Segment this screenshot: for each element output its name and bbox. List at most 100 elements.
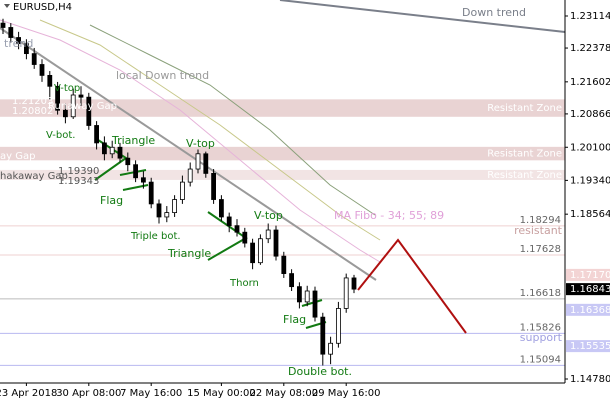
local-down-trend-line xyxy=(0,27,377,281)
x-tick-label: 22 May 08:00 xyxy=(250,388,319,399)
annotation: ay Gap xyxy=(0,151,35,162)
title-icon xyxy=(4,4,10,8)
price-box-label: 1.17170 xyxy=(570,270,610,281)
y-tick-label: 1.20866 xyxy=(570,109,610,120)
candle-body xyxy=(296,286,302,303)
candle-body xyxy=(86,96,92,126)
candle-body xyxy=(203,153,209,174)
candle-body xyxy=(23,43,29,55)
annotation: Flag xyxy=(283,313,306,326)
level-label: 1.15094 xyxy=(520,354,561,365)
zone-label: Resistant Zone xyxy=(487,103,562,114)
annotation: Triangle xyxy=(111,134,155,147)
candle-body xyxy=(109,146,115,155)
candle-body xyxy=(125,157,131,166)
resistant-zone xyxy=(0,99,565,117)
annotation: MA Fibo - 34; 55; 89 xyxy=(334,209,444,222)
annotation: local Down trend xyxy=(116,69,209,82)
annotation: Double bot. xyxy=(288,365,352,378)
candle-body xyxy=(179,181,185,200)
candle-body xyxy=(140,177,146,183)
candle-body xyxy=(63,109,68,118)
candle-body xyxy=(47,74,53,87)
candle-body xyxy=(0,22,6,28)
x-tick-label: 23 Apr 2018 xyxy=(0,388,57,399)
candle-body xyxy=(273,229,279,257)
x-tick-label: 29 May 16:00 xyxy=(312,388,381,399)
level-label: 1.17628 xyxy=(520,244,561,255)
candle-body xyxy=(31,53,37,65)
y-tick-label: 1.14780 xyxy=(570,374,610,385)
annotation: 1.20802 xyxy=(12,106,53,117)
annotation: Flag xyxy=(100,194,123,207)
candle-body xyxy=(343,277,349,309)
ma-55 xyxy=(39,19,381,241)
candle-body xyxy=(172,199,178,214)
flag-2a xyxy=(301,299,323,307)
candle-body xyxy=(117,146,123,159)
zone-label: Resistant Zone xyxy=(487,170,562,181)
candle-body xyxy=(211,173,217,200)
annotation: Down trend xyxy=(462,6,526,19)
projection xyxy=(357,238,467,334)
price-box-label: 1.15535 xyxy=(570,341,610,352)
resistant-zone xyxy=(0,146,565,161)
candle-body xyxy=(94,125,99,144)
annotation: V-top xyxy=(186,137,215,150)
annotation: V-top xyxy=(254,209,283,222)
annotation: Thorn xyxy=(229,278,259,289)
annotation: V-bot. xyxy=(46,130,75,141)
candle-body xyxy=(156,203,162,218)
x-tick-label: 7 May 16:00 xyxy=(120,388,182,399)
price-box-label: 1.16368 xyxy=(570,305,610,316)
annotation: hakaway Gap xyxy=(0,171,68,182)
candle-body xyxy=(55,85,60,111)
resistant-zone xyxy=(0,169,565,180)
candle-body xyxy=(78,94,84,98)
y-tick-label: 1.22378 xyxy=(570,43,610,54)
zone-label: Resistant Zone xyxy=(487,149,562,160)
candle-body xyxy=(234,225,240,233)
candle-body xyxy=(265,229,271,240)
annotation: 1.21203 xyxy=(12,96,53,107)
price-box xyxy=(566,340,610,353)
level-label: 1.15826 xyxy=(520,322,561,333)
y-tick-label: 1.18564 xyxy=(570,209,610,220)
y-tick-label: 1.19340 xyxy=(570,175,610,186)
x-tick-label: 15 May 00:00 xyxy=(187,388,256,399)
candle-body xyxy=(312,290,318,318)
annotation: resistant xyxy=(514,224,563,237)
candle-body xyxy=(133,164,139,179)
candle-body xyxy=(281,255,287,274)
price-box xyxy=(566,268,610,281)
annotation: 1.19343 xyxy=(58,176,99,187)
annotation: Triangle xyxy=(167,247,211,260)
ma-34 xyxy=(0,19,381,263)
y-tick-label: 1.21602 xyxy=(570,77,610,88)
x-tick-label: 30 Apr 08:00 xyxy=(56,388,121,399)
candle-body xyxy=(70,94,76,118)
ma-89 xyxy=(89,24,376,216)
candle-body xyxy=(320,316,326,355)
annotation: Triple bot. xyxy=(130,231,181,242)
annotation: Runaway Gap xyxy=(48,101,117,112)
price-box xyxy=(566,303,610,316)
candle-body xyxy=(187,168,193,183)
level-label: 1.16618 xyxy=(520,288,561,299)
candle-body xyxy=(226,216,232,227)
candle-body xyxy=(335,308,341,344)
y-tick-label: 1.20100 xyxy=(570,142,610,153)
candle-body xyxy=(8,27,14,38)
candle-body xyxy=(242,231,248,244)
candle-body xyxy=(102,142,107,155)
y-tick-label: 1.23114 xyxy=(570,11,610,22)
annotation: trend xyxy=(4,37,33,50)
candle-body xyxy=(250,242,256,264)
flag-1a xyxy=(119,169,147,176)
level-label: 1.18294 xyxy=(520,215,561,226)
candle-body xyxy=(164,212,170,218)
candle-body xyxy=(218,199,224,218)
annotation: support xyxy=(520,331,563,344)
